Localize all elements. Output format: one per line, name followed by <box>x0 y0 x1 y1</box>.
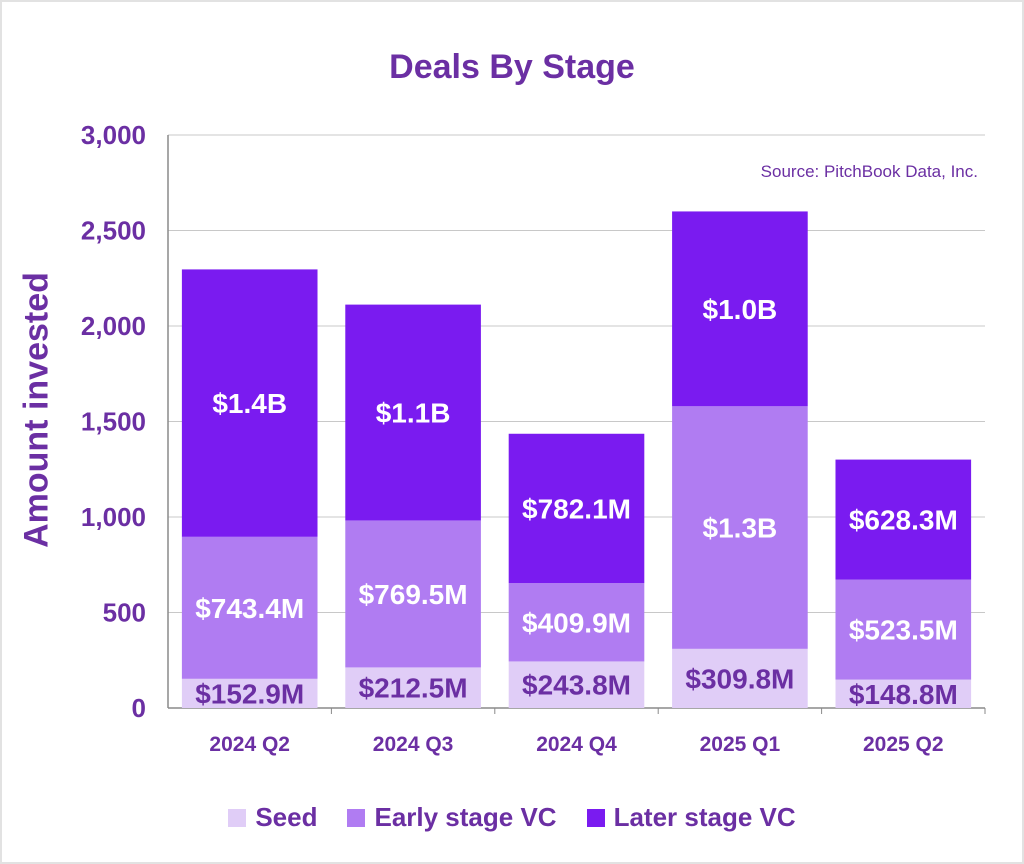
x-tick-label: 2024 Q2 <box>209 733 290 756</box>
bar-segment <box>508 661 645 708</box>
x-tick-label: 2024 Q4 <box>536 733 617 756</box>
bar-segment <box>835 579 972 680</box>
legend-swatch-seed <box>228 808 247 827</box>
data-label: $309.8M <box>685 663 794 694</box>
bar-segment <box>181 678 318 708</box>
y-tick-label: 500 <box>103 598 146 628</box>
bar-segment <box>508 433 645 584</box>
legend-label-early-stage: Early stage VC <box>374 802 557 832</box>
x-tick-label: 2025 Q2 <box>863 733 944 756</box>
data-label: $743.4M <box>195 593 304 624</box>
bar-segment <box>672 648 808 708</box>
bar-segment <box>672 406 808 649</box>
data-label: $1.3B <box>703 513 778 544</box>
y-tick-label: 1,000 <box>81 502 146 532</box>
bar-segment <box>345 667 481 708</box>
y-tick-label: 0 <box>132 693 146 723</box>
data-label: $409.9M <box>522 607 631 638</box>
data-label: $628.3M <box>849 505 958 536</box>
bar-segment <box>672 211 808 407</box>
x-tick-label: 2025 Q1 <box>700 733 781 756</box>
data-label: $148.8M <box>849 679 958 710</box>
legend-item-early-stage: Early stage VC <box>347 802 557 833</box>
legend-swatch-early-stage <box>347 808 366 827</box>
data-label: $782.1M <box>522 493 631 524</box>
bar-segment <box>181 536 318 679</box>
data-label: $152.9M <box>195 678 304 709</box>
data-label: $1.4B <box>212 388 287 419</box>
bar-segment <box>181 269 318 537</box>
data-label: $1.0B <box>703 294 778 325</box>
data-label: $243.8M <box>522 670 631 701</box>
x-tick-label: 2024 Q3 <box>373 733 454 756</box>
data-label: $523.5M <box>849 615 958 646</box>
y-tick-label: 2,000 <box>81 311 146 341</box>
y-tick-label: 1,500 <box>81 407 146 437</box>
legend-item-seed: Seed <box>228 802 317 833</box>
legend-swatch-later-stage <box>586 808 605 827</box>
y-tick-label: 2,500 <box>81 216 146 246</box>
source-note: Source: PitchBook Data, Inc. <box>760 162 978 181</box>
bar-segment <box>345 304 481 521</box>
chart-title: Deals By Stage <box>389 48 635 86</box>
legend: Seed Early stage VC Later stage VC <box>0 802 1024 833</box>
y-tick-label: 3,000 <box>81 120 146 150</box>
legend-item-later-stage: Later stage VC <box>586 802 796 833</box>
bar-segment <box>835 459 972 580</box>
bar-segment <box>508 583 645 662</box>
data-label: $212.5M <box>359 673 468 704</box>
bar-segment <box>835 679 972 708</box>
bar-segment <box>345 520 481 668</box>
data-label: $769.5M <box>359 579 468 610</box>
data-label: $1.1B <box>376 398 451 429</box>
legend-label-seed: Seed <box>255 802 318 832</box>
legend-label-later-stage: Later stage VC <box>613 802 796 832</box>
